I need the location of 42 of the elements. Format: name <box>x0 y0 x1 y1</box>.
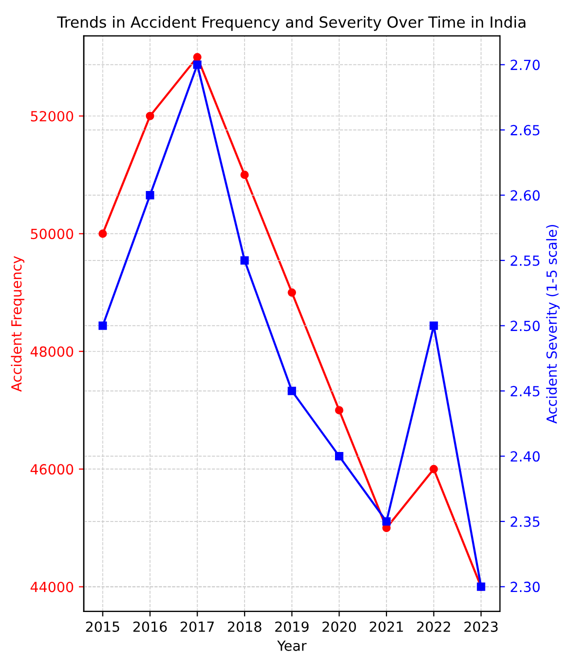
x-tick-label: 2021 <box>370 621 403 632</box>
y2-tick-label: 2.30 <box>510 582 540 592</box>
y2-axis-title: Accident Severity (1-5 scale) <box>546 224 560 424</box>
point <box>193 60 202 69</box>
y2-tick-label: 2.35 <box>510 516 540 527</box>
point <box>240 256 249 265</box>
y2-tick-label: 2.55 <box>510 255 540 266</box>
point <box>335 406 344 414</box>
point <box>146 191 154 200</box>
x-tick-label: 2020 <box>322 621 356 632</box>
point <box>240 170 249 180</box>
y2-tick-label: 2.60 <box>510 190 540 201</box>
point <box>430 464 438 474</box>
point <box>98 322 107 330</box>
y-axis-title: Accident Frequency <box>10 256 24 392</box>
x-tick-label: 2015 <box>86 621 120 632</box>
x-tick-label: 2019 <box>275 621 309 632</box>
x-tick-label: 2017 <box>180 621 214 632</box>
x-tick-label: 2018 <box>228 621 262 632</box>
y2-tick-label: 2.70 <box>510 60 540 70</box>
x-axis-title: Year <box>277 640 307 651</box>
point <box>288 386 296 396</box>
y-tick-label: 50000 <box>30 228 74 240</box>
y-tick-label: 44000 <box>30 582 74 592</box>
point <box>430 322 438 330</box>
point <box>98 230 107 238</box>
y-tick-label: 52000 <box>30 110 74 122</box>
y2-tick-label: 2.40 <box>510 451 540 462</box>
point <box>335 452 344 460</box>
y-tick-label: 46000 <box>30 464 74 475</box>
point <box>382 517 391 526</box>
x-tick-label: 2016 <box>133 621 167 632</box>
x-tick-label: 2023 <box>464 621 498 632</box>
y-tick-label: 48000 <box>30 346 74 357</box>
y2-tick-label: 2.50 <box>510 320 540 332</box>
y2-tick-label: 2.45 <box>510 386 540 396</box>
point <box>146 112 154 120</box>
chart-title: Trends in Accident Frequency and Severity Over Time in India <box>56 16 526 31</box>
point <box>288 288 296 297</box>
x-tick-label: 2022 <box>417 621 450 632</box>
y2-tick-label: 2.65 <box>510 124 540 136</box>
point <box>193 52 202 62</box>
